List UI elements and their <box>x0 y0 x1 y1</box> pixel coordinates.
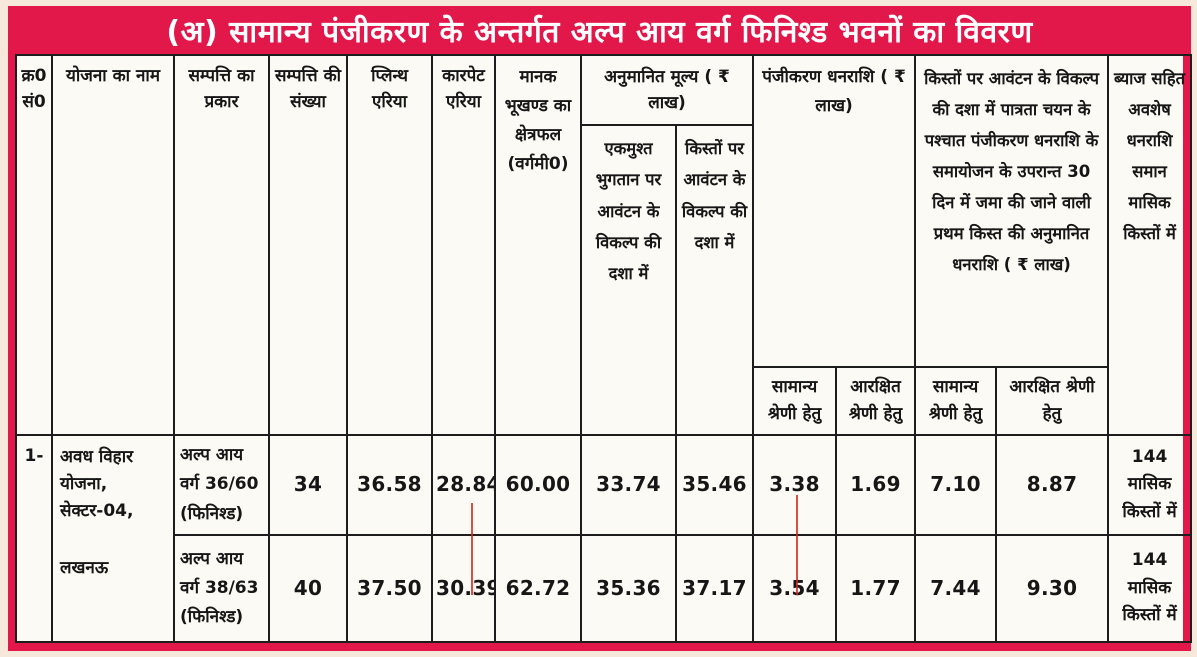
scheme-line-4: लखनऊ <box>60 558 109 579</box>
cell-count-r1: 34 <box>268 433 348 537</box>
cell-property-type-r2: अल्प आय वर्ग 38/63 (फिनिश्ड) <box>173 534 270 643</box>
cell-reg-general-r2: 3.54 <box>752 534 838 643</box>
cell-first-reserved-r1: 8.87 <box>995 433 1110 537</box>
cell-sno: 1- <box>15 433 53 644</box>
scan-artifact-line <box>471 503 473 595</box>
cell-value-installment-r2: 37.17 <box>674 534 755 643</box>
cell-value-lumpsum-r1: 33.74 <box>580 433 677 537</box>
header-row-2: एकमुश्त भुगतान पर आवंटन के विकल्प की दशा… <box>16 124 1191 436</box>
header-registration-amount: पंजीकरण धनराशि ( ₹ लाख) <box>752 53 917 369</box>
scheme-line-2: योजना, <box>60 473 108 494</box>
cell-plinth-r1: 36.58 <box>346 433 433 537</box>
subheader-reg-general: सामान्य श्रेणी हेतु <box>752 366 838 436</box>
header-first-installment: किस्तों पर आवंटन के विकल्प की दशा में पा… <box>914 53 1110 369</box>
header-property-count: सम्पत्ति की संख्या <box>268 54 348 436</box>
header-plinth-area: प्लिन्थ एरिया <box>346 54 433 436</box>
header-property-type: सम्पत्ति का प्रकार <box>173 54 270 436</box>
cell-balance-r1: 144 मासिक किस्तों में <box>1107 433 1193 537</box>
header-est-installment: किस्तों पर आवंटन के विकल्प की दशा में <box>674 124 755 436</box>
cell-plinth-r2: 37.50 <box>346 534 433 643</box>
scheme-line-3: सेक्टर-04, <box>60 500 134 521</box>
cell-std-plot-r2: 62.72 <box>494 534 582 643</box>
cell-carpet-r2: 30.39 <box>431 534 496 643</box>
cell-count-r2: 40 <box>268 534 348 643</box>
subheader-first-general: सामान्य श्रेणी हेतु <box>914 366 998 436</box>
document-title-banner: (अ) सामान्य पंजीकरण के अन्तर्गत अल्प आय … <box>8 6 1191 54</box>
registration-table: क्र0 सं0 योजना का नाम सम्पत्ति का प्रकार… <box>15 53 1193 644</box>
header-carpet-area: कारपेट एरिया <box>431 54 496 436</box>
cell-reg-reserved-r2: 1.77 <box>835 534 917 643</box>
cell-scheme-name: अवध विहार योजना, सेक्टर-04, लखनऊ <box>51 433 175 644</box>
cell-first-general-r2: 7.44 <box>914 534 998 643</box>
cell-reg-reserved-r1: 1.69 <box>835 433 917 537</box>
cell-property-type-r1: अल्प आय वर्ग 36/60 (फिनिश्ड) <box>173 433 270 537</box>
cell-reg-general-r1: 3.38 <box>752 433 838 537</box>
red-document-frame: (अ) सामान्य पंजीकरण के अन्तर्गत अल्प आय … <box>8 6 1193 651</box>
data-row-2: अल्प आय वर्ग 38/63 (फिनिश्ड) 40 37.50 30… <box>16 534 1193 643</box>
page-title: (अ) सामान्य पंजीकरण के अन्तर्गत अल्प आय … <box>166 14 1033 50</box>
cell-balance-r2: 144 मासिक किस्तों में <box>1107 534 1193 643</box>
header-estimated-value: अनुमानित मूल्य ( ₹ लाख) <box>579 53 755 127</box>
header-row-3: सामान्य श्रेणी हेतु आरक्षित श्रेणी हेतु … <box>16 366 1191 436</box>
header-std-plot-area: मानक भूखण्ड का क्षेत्रफल (वर्गमी0) <box>494 54 582 436</box>
cell-value-lumpsum-r2: 35.36 <box>580 534 677 643</box>
scan-artifact-line <box>796 495 798 595</box>
cell-first-reserved-r2: 9.30 <box>995 534 1110 643</box>
cell-std-plot-r1: 60.00 <box>494 433 582 537</box>
header-row-1: क्र0 सं0 योजना का नाम सम्पत्ति का प्रकार… <box>15 53 1193 436</box>
header-scheme-name: योजना का नाम <box>51 54 175 436</box>
cell-value-installment-r1: 35.46 <box>674 433 755 537</box>
header-balance: ब्याज सहित अवशेष धनराशि समान मासिक किस्त… <box>1107 54 1193 436</box>
cell-carpet-r1: 28.84 <box>431 433 496 537</box>
data-row-1: 1- अवध विहार योजना, सेक्टर-04, लखनऊ अल्प… <box>15 433 1193 644</box>
scheme-line-1: अवध विहार <box>60 446 134 467</box>
header-sno: क्र0 सं0 <box>15 54 53 436</box>
cell-first-general-r1: 7.10 <box>914 433 998 537</box>
header-est-lumpsum: एकमुश्त भुगतान पर आवंटन के विकल्प की दशा… <box>580 124 677 436</box>
subheader-first-reserved: आरक्षित श्रेणी हेतु <box>995 366 1110 436</box>
table-area: क्र0 सं0 योजना का नाम सम्पत्ति का प्रकार… <box>15 53 1193 644</box>
subheader-reg-reserved: आरक्षित श्रेणी हेतु <box>835 366 917 436</box>
